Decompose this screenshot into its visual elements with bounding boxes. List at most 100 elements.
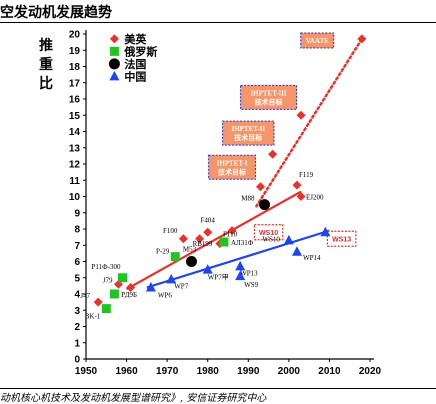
x-tick-label: 1980: [197, 366, 220, 377]
source-note: 动机核心机技术及发动机发展型谱研究》, 安信证券研究中心: [0, 393, 267, 404]
y-axis-label-char: 比: [39, 75, 53, 92]
legend-marker-ru: [109, 46, 119, 56]
point-label: J79: [103, 276, 113, 284]
legend-marker-fr: [108, 58, 120, 70]
source-rule: [0, 388, 436, 389]
y-tick-label: 8: [74, 225, 80, 236]
us-point: [195, 234, 205, 244]
point-label: BK-1: [85, 313, 101, 321]
y-tick-label: 4: [74, 290, 80, 301]
legend-marker-cn: [109, 70, 120, 81]
y-tick-label: 1: [74, 338, 80, 349]
annotation-box: [222, 120, 275, 146]
us-point: [268, 149, 278, 159]
legend-marker-us: [109, 34, 119, 44]
trend-line-0: [126, 190, 302, 291]
cn-point: [202, 264, 213, 274]
point-label: WP7甲: [208, 274, 229, 282]
page-title: 空发动机发展趋势: [0, 5, 112, 21]
point-label: WS9: [244, 281, 259, 289]
trend-line-1: [255, 37, 364, 208]
x-tick-label: 2000: [278, 366, 301, 377]
point-label: WP6: [158, 292, 173, 300]
fr-point: [185, 256, 197, 267]
point-label: АЛ31Ф: [231, 239, 254, 247]
point-label: РД9Б: [121, 291, 137, 299]
us-point: [296, 110, 306, 120]
y-tick-label: 12: [69, 160, 81, 171]
fr-point: [259, 199, 271, 211]
point-label: EJ200: [306, 194, 324, 202]
y-tick-label: 6: [74, 257, 80, 268]
y-tick-label: 17: [69, 78, 81, 89]
ru-point: [118, 273, 128, 283]
us-point: [227, 226, 237, 236]
y-tick-label: 16: [69, 95, 81, 106]
annotation-text: VAATE: [306, 37, 329, 45]
annotation-text: IHPTET-I: [217, 159, 248, 167]
y-tick-label: 10: [69, 192, 81, 203]
point-label: M53: [183, 246, 197, 254]
us-point: [178, 234, 188, 244]
us-point: [203, 227, 213, 237]
trend-line-2: [146, 229, 330, 289]
legend-label-cn: 中国: [124, 69, 146, 83]
y-tick-label: 14: [69, 127, 81, 138]
cn-point: [291, 246, 302, 256]
y-tick-label: 5: [74, 273, 80, 284]
y-tick-label: 19: [69, 46, 81, 57]
x-tick-label: 2010: [318, 366, 341, 377]
point-label: J47: [80, 292, 90, 300]
point-label: P11Ф-300: [92, 263, 121, 271]
y-tick-label: 18: [69, 62, 81, 73]
us-point: [93, 297, 103, 307]
legend-label-us: 美英: [124, 32, 147, 46]
legend-label-ru: 俄罗斯: [123, 44, 157, 58]
us-point: [255, 182, 265, 192]
point-label: RB199: [193, 240, 213, 248]
point-label: WP7: [174, 282, 189, 290]
title-rule: [0, 22, 436, 23]
cn-point: [166, 273, 177, 284]
point-label: F110: [223, 231, 238, 239]
annotation-box: [240, 84, 298, 110]
us-point: [296, 192, 306, 201]
y-tick-label: 11: [69, 176, 80, 187]
point-label: P-29: [156, 248, 170, 256]
x-tick-label: 1960: [115, 366, 138, 377]
annotation-box: [300, 32, 335, 49]
y-tick-label: 15: [69, 111, 81, 122]
x-tick-label: 2020: [359, 366, 382, 377]
annotation-text: 技术目标: [234, 133, 262, 142]
annotation-box: [208, 154, 256, 180]
point-label: F404: [201, 216, 216, 224]
point-label: WP13: [240, 269, 258, 277]
us-point: [357, 34, 367, 44]
annotation-text: 技术目标: [255, 97, 283, 106]
cn-point: [320, 226, 331, 237]
annotation-box: [253, 224, 284, 241]
cn-point: [235, 260, 246, 271]
y-axis-label-char: 重: [39, 56, 53, 73]
annotation-text: 技术目标: [218, 167, 246, 176]
ru-point: [101, 304, 111, 314]
annotation-box: [326, 230, 357, 247]
y-tick-label: 3: [74, 306, 80, 317]
point-label: M88: [241, 195, 255, 203]
ru-point: [170, 252, 180, 262]
y-tick-label: 2: [74, 322, 80, 333]
legend-label-fr: 法国: [124, 57, 146, 71]
us-point: [292, 180, 302, 190]
y-tick-label: 0: [74, 355, 80, 366]
x-tick-label: 1970: [156, 366, 179, 377]
y-tick-label: 20: [69, 30, 81, 41]
point-label: WP14: [303, 254, 321, 262]
point-label: WS10: [262, 235, 280, 243]
ru-point: [219, 237, 229, 247]
annotation-text: WS13: [332, 236, 351, 243]
cn-point: [145, 282, 156, 292]
annotation-text: IHPTET-II: [231, 125, 265, 133]
y-tick-label: 13: [69, 143, 81, 154]
